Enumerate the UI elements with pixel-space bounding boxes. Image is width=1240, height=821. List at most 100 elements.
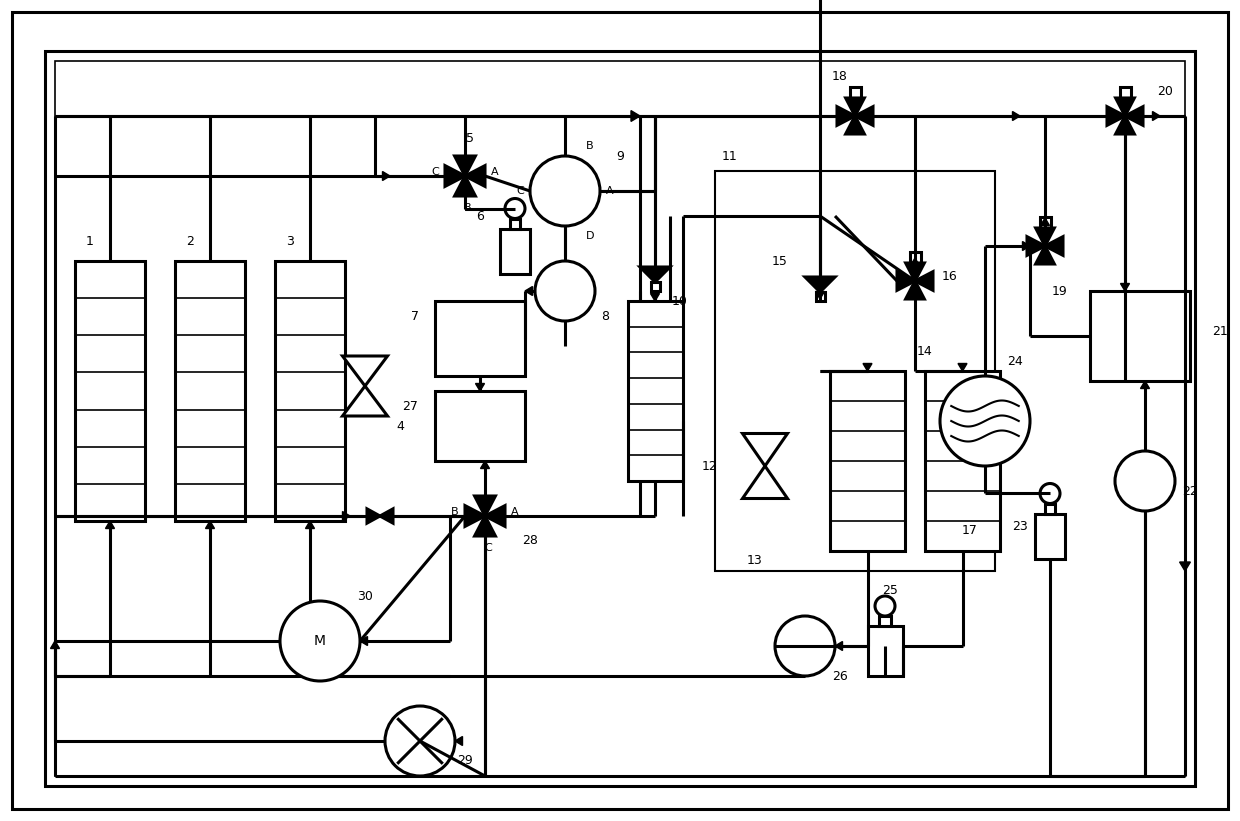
Polygon shape xyxy=(1141,381,1149,388)
Text: C: C xyxy=(432,167,439,177)
Polygon shape xyxy=(475,516,496,536)
Text: A: A xyxy=(491,167,498,177)
Circle shape xyxy=(505,199,525,218)
Polygon shape xyxy=(525,287,532,296)
Polygon shape xyxy=(485,506,505,526)
Polygon shape xyxy=(897,272,915,291)
Polygon shape xyxy=(305,521,315,529)
Circle shape xyxy=(875,596,895,616)
Bar xyxy=(500,228,529,273)
Circle shape xyxy=(940,376,1030,466)
Bar xyxy=(275,261,345,521)
Polygon shape xyxy=(1035,246,1054,264)
Polygon shape xyxy=(1045,236,1063,255)
Text: 17: 17 xyxy=(962,525,978,538)
Polygon shape xyxy=(206,521,215,529)
Polygon shape xyxy=(835,641,842,650)
Polygon shape xyxy=(342,356,387,386)
Bar xyxy=(55,61,1185,776)
Polygon shape xyxy=(465,166,485,186)
Text: 11: 11 xyxy=(722,149,738,163)
Bar xyxy=(627,301,682,481)
Bar xyxy=(1045,503,1055,513)
Polygon shape xyxy=(631,111,640,122)
Text: C: C xyxy=(484,543,492,553)
Polygon shape xyxy=(1107,107,1125,126)
Text: A: A xyxy=(511,507,518,517)
Polygon shape xyxy=(863,364,872,371)
Bar xyxy=(715,171,994,571)
Polygon shape xyxy=(856,107,873,126)
Polygon shape xyxy=(342,386,387,416)
Bar xyxy=(435,301,525,376)
Circle shape xyxy=(529,156,600,226)
Text: 21: 21 xyxy=(1213,324,1228,337)
Bar xyxy=(909,252,920,263)
Circle shape xyxy=(1040,484,1060,503)
Polygon shape xyxy=(475,496,496,516)
Text: C: C xyxy=(516,186,523,196)
Polygon shape xyxy=(1121,283,1130,291)
Circle shape xyxy=(775,616,835,676)
Bar xyxy=(175,261,246,521)
Circle shape xyxy=(384,706,455,776)
Polygon shape xyxy=(105,521,114,529)
Polygon shape xyxy=(905,281,924,299)
Text: 7: 7 xyxy=(410,310,419,323)
Bar xyxy=(1039,217,1050,228)
Polygon shape xyxy=(367,509,379,523)
Text: 1: 1 xyxy=(86,235,94,247)
Polygon shape xyxy=(1179,562,1190,571)
Text: 30: 30 xyxy=(357,589,373,603)
Bar xyxy=(849,87,861,98)
Polygon shape xyxy=(379,509,393,523)
Text: 14: 14 xyxy=(918,345,932,357)
Text: 13: 13 xyxy=(748,554,763,567)
Polygon shape xyxy=(915,272,932,291)
Bar xyxy=(510,218,520,228)
Text: 29: 29 xyxy=(458,754,472,768)
Text: 6: 6 xyxy=(476,209,484,222)
Polygon shape xyxy=(1116,116,1135,134)
Text: 2: 2 xyxy=(186,235,193,247)
Polygon shape xyxy=(1040,218,1049,226)
Polygon shape xyxy=(846,116,864,134)
Polygon shape xyxy=(445,166,465,186)
Text: 22: 22 xyxy=(1182,484,1198,498)
Bar xyxy=(1120,87,1131,98)
Polygon shape xyxy=(465,506,485,526)
Polygon shape xyxy=(1035,228,1054,246)
Text: 3: 3 xyxy=(286,235,294,247)
Polygon shape xyxy=(837,107,856,126)
Text: B: B xyxy=(464,203,471,213)
Circle shape xyxy=(1115,451,1176,511)
Bar xyxy=(74,261,145,521)
Text: 15: 15 xyxy=(773,255,787,268)
Polygon shape xyxy=(455,156,475,176)
Polygon shape xyxy=(743,466,787,498)
Polygon shape xyxy=(816,291,825,299)
Text: 25: 25 xyxy=(882,585,898,598)
Text: 26: 26 xyxy=(832,669,848,682)
Text: 9: 9 xyxy=(616,149,624,163)
Bar xyxy=(651,282,660,291)
Bar xyxy=(1035,513,1065,558)
Polygon shape xyxy=(51,641,60,649)
Text: 12: 12 xyxy=(702,460,718,473)
Text: D: D xyxy=(585,231,594,241)
Text: 4: 4 xyxy=(396,420,404,433)
Polygon shape xyxy=(455,176,475,196)
Text: 5: 5 xyxy=(466,131,474,144)
Polygon shape xyxy=(910,258,920,265)
Bar xyxy=(816,292,825,301)
Text: B: B xyxy=(451,507,459,517)
Polygon shape xyxy=(959,364,967,371)
Polygon shape xyxy=(475,383,485,391)
Bar xyxy=(435,391,525,461)
Text: 8: 8 xyxy=(601,310,609,323)
Polygon shape xyxy=(640,267,670,282)
Polygon shape xyxy=(481,461,490,469)
Polygon shape xyxy=(905,263,924,281)
Polygon shape xyxy=(342,511,350,521)
Polygon shape xyxy=(1023,241,1030,250)
